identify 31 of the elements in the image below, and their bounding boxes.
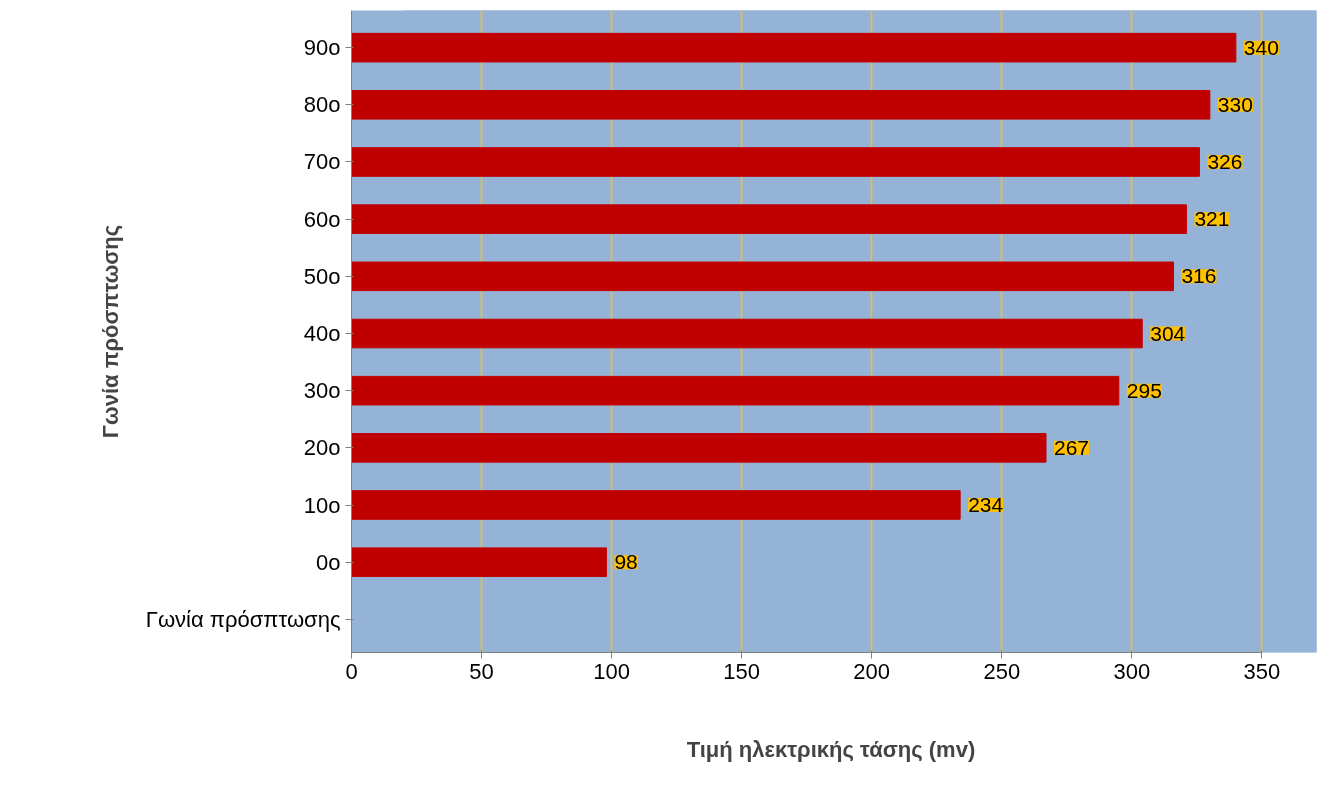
y-tick-label: Γωνία πρόσπτωσης xyxy=(145,606,341,632)
data-label: 340 xyxy=(1243,35,1279,59)
data-label: 321 xyxy=(1194,207,1230,231)
data-label: 316 xyxy=(1181,264,1217,288)
y-tick-label: 10o xyxy=(303,492,341,518)
y-tick-label: 40o xyxy=(303,321,341,346)
data-label: 295 xyxy=(1126,378,1162,402)
data-label: 326 xyxy=(1207,150,1243,173)
x-tick-label: 200 xyxy=(853,658,891,684)
y-tick-label: 60o xyxy=(303,206,341,232)
y-tick-label: 0o xyxy=(316,549,341,575)
data-label: 267 xyxy=(1053,435,1090,459)
y-tick-label: 30o xyxy=(303,378,341,404)
y-tick-label: 70o xyxy=(303,149,341,175)
x-tick-label: 0 xyxy=(345,658,358,684)
y-tick-label: 80o xyxy=(303,92,341,118)
x-tick-label: 350 xyxy=(1243,658,1281,684)
x-tick-label: 150 xyxy=(723,658,761,684)
x-tick-label: 50 xyxy=(469,658,494,684)
x-axis-title: Τιμή ηλεκτρικής τάσης (mv) xyxy=(686,736,976,762)
x-tick-label: 250 xyxy=(983,658,1021,684)
y-tick-label: 20o xyxy=(303,435,341,461)
y-axis-title: Γωνία πρόσπτωσης xyxy=(97,224,123,439)
data-label: 330 xyxy=(1217,92,1253,116)
x-tick-label: 300 xyxy=(1113,658,1151,684)
x-tick-label: 100 xyxy=(593,658,630,684)
data-label: 304 xyxy=(1150,321,1186,345)
y-tick-label: 50o xyxy=(303,263,341,289)
y-tick-label: 90o xyxy=(303,35,341,61)
data-label: 98 xyxy=(614,550,638,574)
data-label: 234 xyxy=(968,493,1004,517)
